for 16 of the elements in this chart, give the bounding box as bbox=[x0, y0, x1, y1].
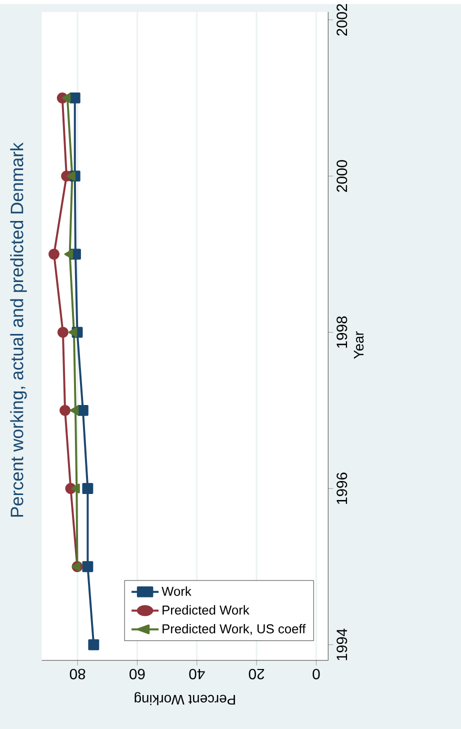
x-tick-label: 80 bbox=[70, 668, 85, 680]
y-tick-label: 1996 bbox=[336, 472, 347, 504]
legend-label: Predicted Work, US coeff bbox=[162, 624, 306, 635]
y-axis-title: Year bbox=[354, 331, 364, 359]
y-tick-label: 1994 bbox=[336, 628, 347, 660]
y-tick-label: 2002 bbox=[336, 4, 347, 36]
x-tick-label: 60 bbox=[129, 668, 145, 680]
x-tick-label: 20 bbox=[248, 668, 264, 680]
y-tick-label: 2000 bbox=[336, 160, 347, 192]
x-axis-title: Percent Working bbox=[134, 692, 235, 706]
legend-label: Predicted Work bbox=[162, 605, 250, 615]
x-tick-label: 0 bbox=[312, 668, 320, 680]
text: Percent working, actual and predicted Denmark bbox=[10, 142, 27, 517]
y-tick-label: 1998 bbox=[336, 316, 347, 348]
legend-label: Work bbox=[161, 586, 192, 596]
x-tick-label: 40 bbox=[189, 668, 205, 680]
